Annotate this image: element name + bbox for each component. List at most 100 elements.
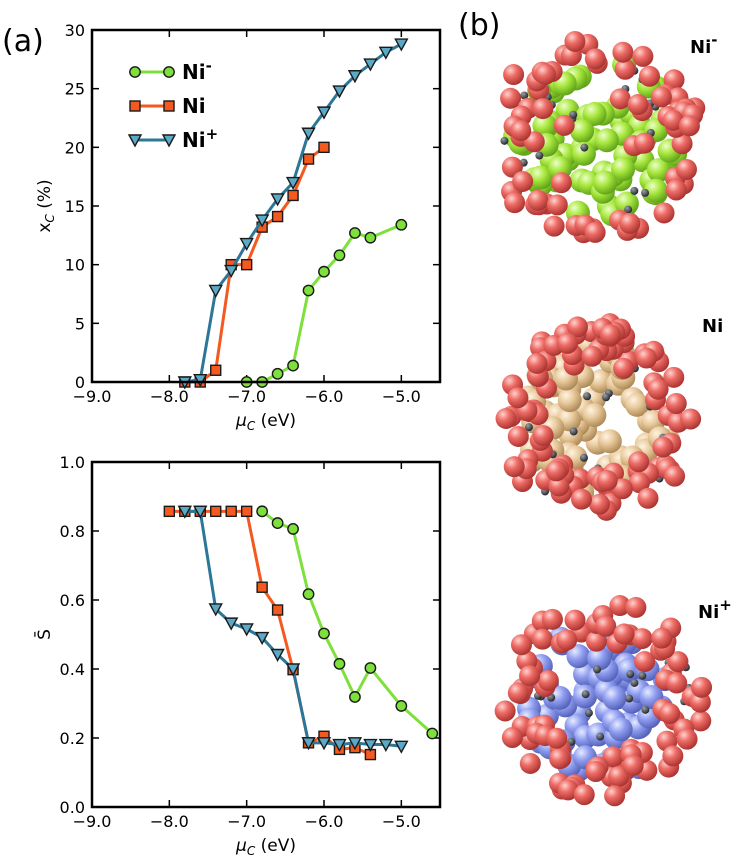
- nanoparticle-2: Ni+: [494, 595, 732, 807]
- x-tick-label: −8.0: [150, 387, 189, 406]
- data-point-Ni-: [395, 700, 408, 712]
- oxygen-atom: [633, 132, 655, 154]
- oxygen-atom: [680, 408, 702, 430]
- data-point-Ni: [240, 505, 253, 518]
- core-atom: [611, 157, 636, 182]
- carbon-atom: [580, 453, 589, 462]
- data-point-Ni+: [394, 740, 409, 754]
- series-Ni+: [177, 38, 409, 390]
- core-atom: [582, 403, 607, 428]
- carbon-atom: [641, 705, 650, 714]
- data-point-Ni-: [333, 249, 346, 262]
- data-point-Ni+: [270, 648, 285, 662]
- data-point-Ni+: [301, 737, 316, 751]
- x-tick-label: −7.0: [227, 812, 266, 831]
- oxygen-atom: [526, 352, 548, 374]
- legend-label-sup: -: [206, 57, 212, 75]
- oxygen-atom: [588, 493, 610, 515]
- nanoparticle-1: Ni: [495, 313, 723, 521]
- data-point-Ni+: [224, 617, 239, 631]
- oxygen-atom: [665, 392, 687, 414]
- oxygen-atom: [557, 779, 579, 801]
- oxygen-atom: [662, 109, 684, 131]
- oxygen-atom: [585, 630, 607, 652]
- oxygen-atom: [494, 700, 516, 722]
- x-tick-label: −5.0: [382, 387, 421, 406]
- x-tick-label: −9.0: [73, 387, 112, 406]
- nanoparticle-0: Ni-: [500, 30, 717, 244]
- core-atom: [566, 644, 591, 669]
- data-point-Ni: [240, 258, 253, 271]
- data-point-Ni-: [364, 662, 377, 674]
- core-atom: [532, 113, 557, 138]
- oxygen-atom: [613, 623, 635, 645]
- data-point-Ni-: [271, 367, 284, 380]
- legend-marker: [161, 134, 177, 148]
- carbon-atom: [638, 671, 647, 680]
- y-tick-label: 0.6: [60, 591, 85, 610]
- data-point-Ni-: [333, 657, 346, 670]
- data-point-Ni: [256, 581, 268, 593]
- data-point-Ni+: [285, 663, 301, 677]
- oxygen-atom: [671, 133, 693, 155]
- carbon-atom: [569, 110, 578, 119]
- x-tick-label: −6.0: [305, 387, 344, 406]
- oxygen-atom: [519, 752, 541, 774]
- data-point-Ni-: [271, 517, 284, 529]
- oxygen-atom: [651, 627, 673, 649]
- legend-label-text: Ni: [182, 60, 206, 84]
- oxygen-atom: [557, 332, 579, 354]
- oxygen-atom: [619, 212, 641, 234]
- oxygen-atom: [599, 324, 621, 346]
- nanoparticle-label-text: Ni: [698, 602, 719, 623]
- legend-marker: [127, 134, 143, 148]
- top-chart-panel: −9.0 −8.0 −7.0 −6.0 −5.0 0 5 10 15 20 25 30 μC (eV) x…: [35, 21, 442, 433]
- oxygen-atom: [541, 608, 563, 630]
- oxygen-atom: [625, 596, 647, 618]
- data-point-Ni-: [318, 627, 330, 640]
- carbon-atom: [520, 91, 529, 100]
- series-line-Ni+: [184, 42, 403, 384]
- data-point-Ni+: [224, 264, 239, 278]
- data-point-Ni-: [302, 588, 315, 601]
- x-tick-label: −7.0: [227, 387, 266, 406]
- core-atom: [582, 101, 607, 126]
- data-point-Ni+: [316, 737, 332, 751]
- core-atom: [557, 388, 582, 413]
- oxygen-atom: [604, 785, 626, 807]
- y-axis-label: S̄: [33, 629, 55, 640]
- oxygen-atom: [632, 45, 654, 67]
- oxygen-atom: [495, 407, 517, 429]
- series-line-Ni: [169, 509, 372, 756]
- nanoparticle-label-text: Ni: [702, 316, 723, 337]
- data-point-Ni-: [318, 265, 330, 278]
- oxygen-atom: [507, 387, 529, 409]
- oxygen-atom: [510, 120, 532, 142]
- oxygen-atom: [652, 436, 674, 458]
- carbon-atom: [596, 732, 605, 741]
- series-line-Ni-: [261, 510, 434, 735]
- oxygen-atom: [545, 460, 567, 482]
- oxygen-atom: [564, 30, 586, 52]
- oxygen-atom: [512, 170, 534, 192]
- oxygen-atom: [691, 676, 713, 698]
- series-Ni: [163, 505, 377, 761]
- plot-frame: [90, 28, 442, 384]
- oxygen-atom: [550, 172, 572, 194]
- core-atom: [597, 429, 622, 454]
- data-point-Ni-: [256, 505, 269, 518]
- oxygen-atom: [665, 179, 687, 201]
- data-point-Ni-: [349, 227, 361, 239]
- plot-frame: [90, 460, 442, 809]
- data-point-Ni+: [363, 738, 378, 753]
- y-tick-label: 30: [65, 21, 85, 40]
- series-line-Ni+: [184, 509, 402, 748]
- core-atom: [594, 128, 619, 153]
- panel-label-a: (a): [2, 24, 44, 59]
- nanoparticle-label: Ni: [702, 316, 723, 337]
- y-tick-label: 5: [75, 314, 85, 333]
- oxygen-atom: [501, 726, 523, 748]
- oxygen-atom: [608, 765, 630, 787]
- x-tick-label: −5.0: [382, 812, 421, 831]
